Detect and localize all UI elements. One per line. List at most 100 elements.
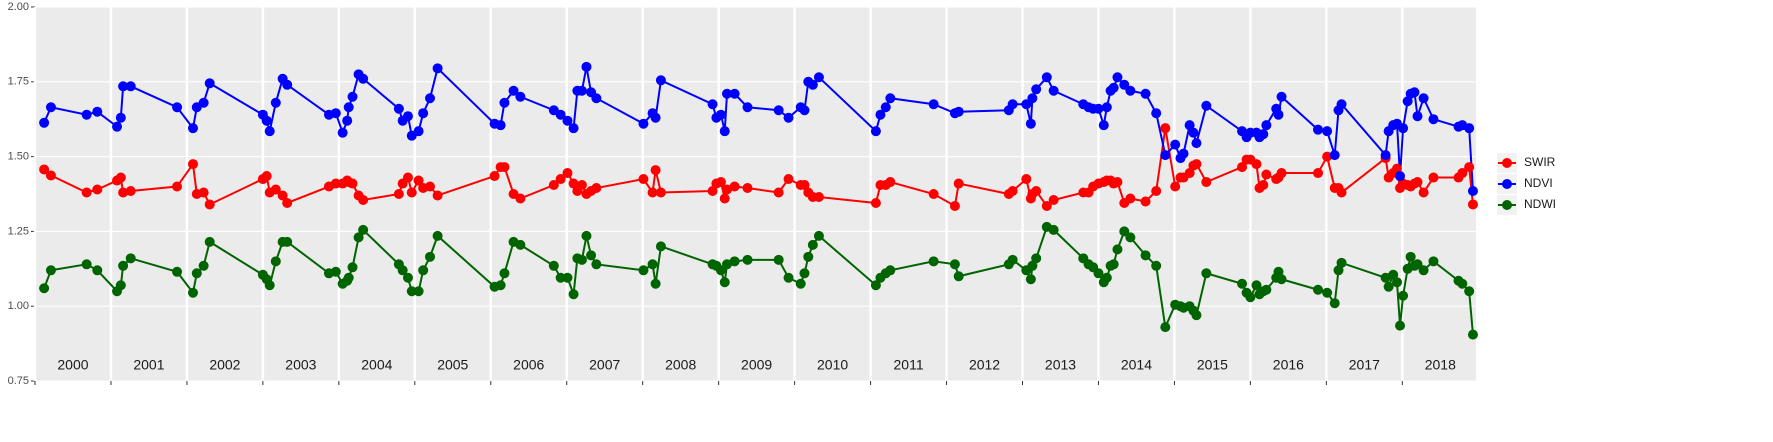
point [347,262,358,273]
point [1467,199,1478,210]
point [1093,103,1104,114]
point [783,272,794,283]
point [1007,186,1018,197]
point [870,197,881,208]
point [722,88,733,99]
point [425,93,436,104]
point [1457,168,1468,179]
point [1312,124,1323,135]
point [1398,123,1409,134]
point [562,272,573,283]
year-label: 2018 [1425,357,1456,373]
year-label: 2009 [741,357,772,373]
point [172,181,183,192]
point [1125,85,1136,96]
point [39,164,50,175]
point [576,85,587,96]
point [813,230,824,241]
point [1093,268,1104,279]
point [638,174,649,185]
point [1464,162,1475,173]
point [1276,168,1287,179]
point [1383,281,1394,292]
point [1329,150,1340,161]
year-label: 2005 [437,357,468,373]
point [1201,100,1212,111]
year-label: 2016 [1273,357,1304,373]
point [358,194,369,205]
point [1395,171,1406,182]
point [1048,85,1059,96]
point [358,224,369,235]
point [515,193,526,204]
point [342,115,353,126]
point [1108,259,1119,270]
point [1191,138,1202,149]
point [1391,163,1402,174]
point [92,265,103,276]
point [742,183,753,194]
legend-point [1502,200,1512,210]
point [81,259,92,270]
point [1031,253,1042,264]
point [1261,284,1272,295]
y-tick-label: 1.75 [8,76,29,88]
point [1140,196,1151,207]
point [953,178,964,189]
point [39,117,50,128]
point [707,186,718,197]
year-label: 2008 [665,357,696,373]
point [875,109,886,120]
point [347,91,358,102]
y-tick-label: 1.50 [8,151,29,163]
point [813,191,824,202]
point [1258,180,1269,191]
y-tick-label: 2.00 [8,1,29,13]
point [393,189,404,199]
point [499,97,510,108]
point [1464,286,1475,297]
point [330,266,341,277]
point [1322,151,1333,162]
point [885,177,896,188]
point [358,73,369,84]
point [1276,274,1287,285]
point [799,105,810,116]
point [1007,254,1018,265]
point [1125,232,1136,243]
point [508,85,519,96]
point [715,109,726,120]
point [650,112,661,123]
point [1048,224,1059,235]
point [1380,150,1391,161]
point [1041,200,1052,211]
point [1027,93,1038,104]
point [555,109,566,120]
point [343,102,354,113]
year-label: 2006 [513,357,544,373]
point [548,260,559,271]
point [581,230,592,241]
point [1464,123,1475,134]
point [191,268,202,279]
point [885,265,896,276]
point [198,97,209,108]
point [928,99,939,110]
legend-point [1502,179,1512,189]
legend-label: NDVI [1524,176,1553,190]
point [515,239,526,250]
year-label: 2000 [57,357,88,373]
point [393,103,404,114]
point [591,259,602,270]
point [1409,87,1420,98]
year-label: 2012 [969,357,1000,373]
point [1273,109,1284,120]
point [489,171,500,182]
point [870,126,881,137]
point [188,159,199,170]
point [330,178,341,189]
point [1251,159,1262,170]
year-label: 2001 [133,357,164,373]
